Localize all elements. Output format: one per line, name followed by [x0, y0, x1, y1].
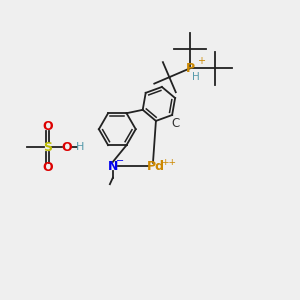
Text: C: C: [171, 117, 179, 130]
Text: O: O: [42, 120, 53, 133]
Text: +: +: [197, 56, 205, 66]
Text: H: H: [192, 72, 200, 82]
Text: −: −: [116, 156, 124, 166]
Text: O: O: [42, 161, 53, 174]
Text: H: H: [76, 142, 84, 152]
Text: ++: ++: [161, 158, 176, 167]
Text: S: S: [43, 140, 52, 154]
Text: Pd: Pd: [147, 160, 165, 173]
Text: P: P: [186, 62, 195, 75]
Text: N: N: [108, 160, 118, 173]
Text: O: O: [61, 140, 72, 154]
